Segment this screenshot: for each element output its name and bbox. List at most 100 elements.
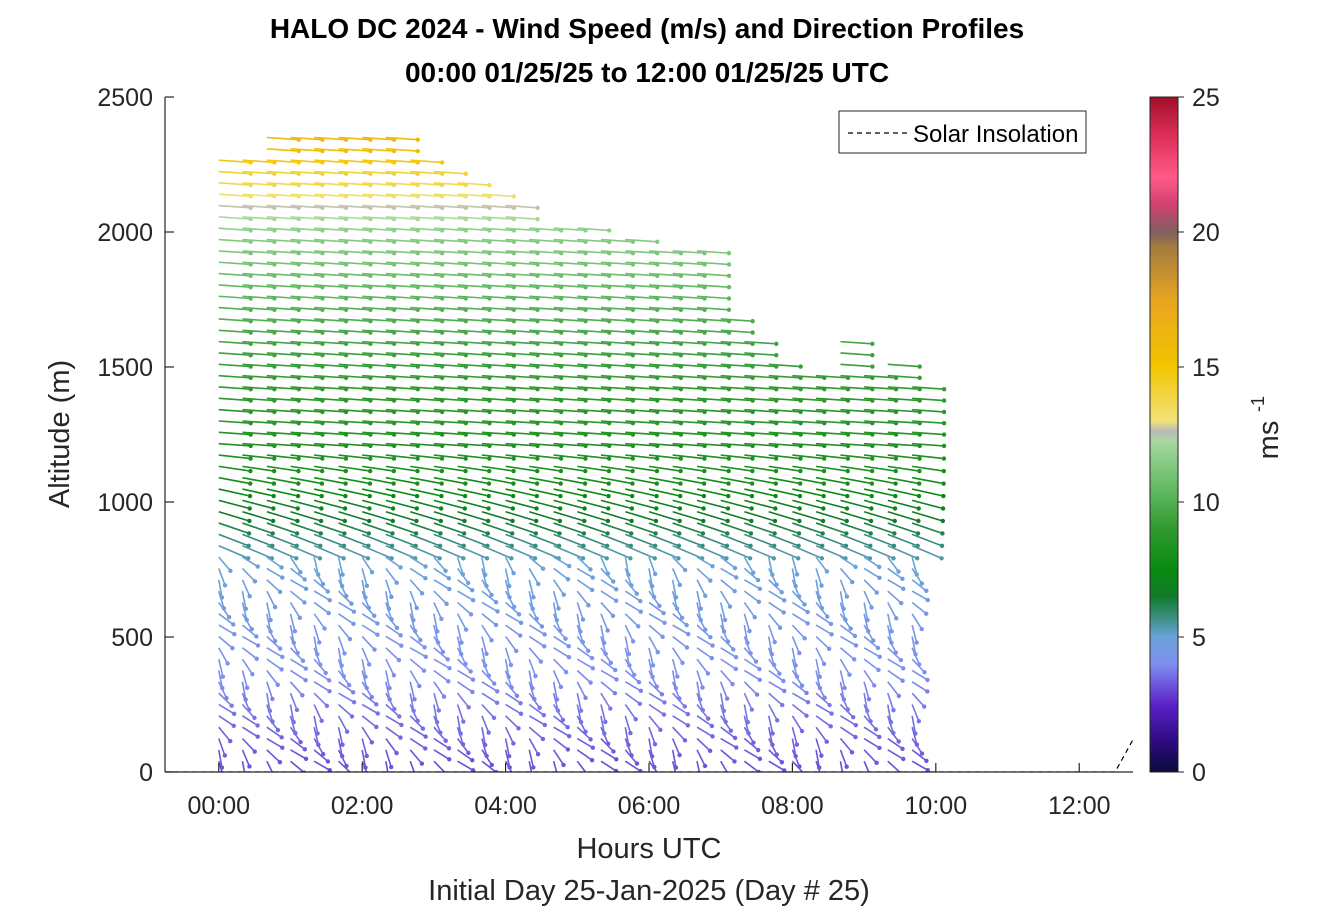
wind-barb-tip: [369, 569, 375, 575]
wind-barb: [887, 658, 904, 670]
wind-barb-tip: [650, 674, 655, 679]
wind-barb-tip: [773, 456, 779, 461]
wind-barb: [218, 238, 251, 243]
wind-barb: [504, 749, 511, 768]
wind-barb-tip: [628, 556, 633, 561]
wind-barb-tip: [682, 738, 688, 743]
wind-barb-tip: [871, 683, 877, 688]
wind-barb-tip: [231, 622, 236, 627]
wind-barb: [481, 590, 497, 603]
wind-barb-tip: [746, 731, 751, 736]
wind-barb: [768, 704, 778, 721]
wind-barb: [672, 522, 704, 535]
wind-barb-tip: [271, 481, 277, 486]
wind-barb: [887, 545, 918, 560]
wind-barb-tip: [896, 569, 901, 574]
wind-barb: [290, 749, 307, 760]
wind-barb: [456, 692, 470, 708]
wind-barb: [218, 465, 251, 472]
wind-barb-tip: [781, 610, 786, 615]
wind-barb: [720, 397, 753, 402]
wind-barb-tip: [865, 617, 870, 623]
wind-barb: [863, 488, 896, 497]
wind-barb: [577, 374, 610, 379]
wind-barb: [266, 272, 299, 277]
wind-barb: [576, 749, 593, 761]
wind-barb-tip: [661, 610, 666, 616]
wind-barb: [552, 670, 562, 688]
wind-barb-tip: [773, 468, 779, 474]
wind-barb-tip: [870, 341, 875, 347]
wind-barb: [648, 510, 680, 522]
wind-barb: [314, 272, 347, 277]
wind-barb: [744, 431, 777, 436]
wind-barb: [385, 738, 398, 754]
wind-barb: [337, 647, 343, 666]
wind-barb: [863, 647, 881, 658]
wind-barb-tip: [841, 777, 845, 781]
wind-barb: [241, 681, 247, 700]
wind-barb: [337, 568, 343, 587]
wind-barb-tip: [511, 571, 516, 576]
wind-barb: [218, 318, 251, 322]
wind-barb: [887, 590, 902, 604]
wind-barb: [433, 329, 466, 334]
wind-barb: [744, 442, 777, 447]
wind-barb: [218, 261, 251, 266]
wind-barb-tip: [676, 543, 682, 549]
wind-barb: [863, 465, 896, 472]
wind-barb-tip: [674, 606, 680, 611]
wind-barb-tip: [485, 518, 491, 524]
wind-barb-tip: [367, 493, 372, 499]
wind-barb: [648, 261, 681, 266]
wind-barb: [385, 522, 417, 535]
wind-barb: [313, 476, 346, 485]
wind-barb-tip: [652, 764, 657, 770]
wind-barb-tip: [590, 666, 596, 671]
wind-barb-tip: [340, 572, 345, 577]
wind-barb: [791, 658, 798, 677]
wind-barb-tip: [747, 556, 753, 561]
wind-barb-tip: [339, 583, 345, 589]
wind-barb: [744, 476, 776, 485]
wind-barb: [218, 306, 251, 311]
wind-barb-tip: [841, 606, 846, 612]
wind-barb-tip: [461, 543, 466, 549]
wind-barb-tip: [581, 531, 587, 536]
wind-barb: [671, 647, 684, 664]
wind-barb-tip: [874, 590, 879, 595]
wind-barb-tip: [870, 364, 875, 369]
wind-barb-tip: [439, 616, 444, 622]
wind-barb-tip: [463, 468, 468, 474]
wind-barb-tip: [914, 742, 920, 747]
wind-barb: [696, 499, 729, 510]
wind-barb: [433, 306, 466, 311]
wind-barb: [361, 635, 376, 651]
wind-barb: [218, 374, 251, 379]
wind-barb: [385, 386, 418, 391]
wind-barb-tip: [749, 518, 754, 524]
wind-barb: [815, 647, 825, 665]
wind-barb: [815, 738, 823, 756]
wind-barb-tip: [941, 493, 946, 499]
wind-barb: [792, 442, 825, 447]
wind-barb: [505, 488, 537, 497]
wind-barb: [266, 669, 279, 686]
wind-barb: [290, 465, 323, 472]
wind-barb: [481, 238, 514, 243]
wind-barb: [410, 295, 443, 300]
wind-barb-tip: [398, 633, 403, 638]
wind-barb: [410, 442, 443, 447]
wind-barb: [696, 522, 728, 535]
wind-barb-tip: [877, 734, 882, 740]
wind-barb: [648, 420, 681, 425]
wind-barb-tip: [853, 564, 858, 570]
wind-barb: [577, 510, 609, 522]
wind-barb: [648, 488, 681, 497]
wind-barb: [600, 374, 633, 379]
wind-barb: [481, 386, 514, 391]
wind-barb: [338, 431, 371, 436]
wind-barb: [385, 567, 398, 584]
wind-barb-tip: [755, 577, 761, 583]
wind-barb: [887, 522, 919, 535]
